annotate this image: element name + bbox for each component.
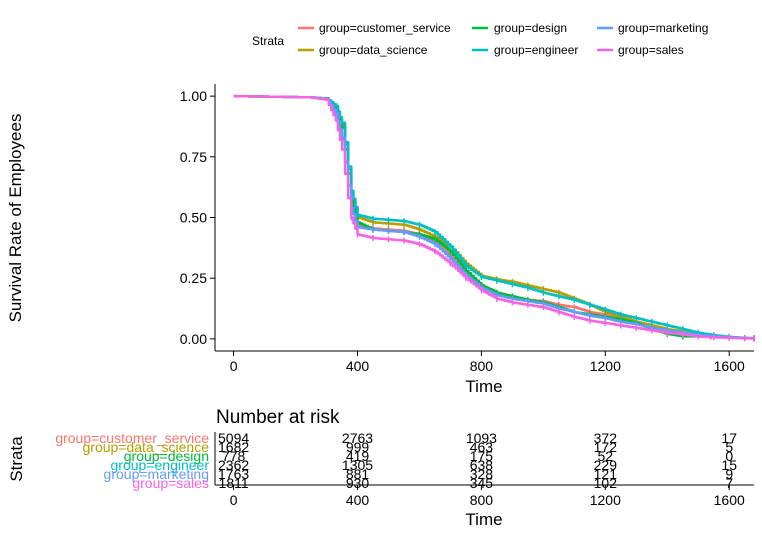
risk-table-title: Number at risk xyxy=(216,407,340,428)
y-tick-label: 0.50 xyxy=(180,210,207,226)
risk-cell: 463 xyxy=(470,439,494,455)
x-tick-label: 800 xyxy=(470,358,494,374)
risk-cell: 175 xyxy=(470,448,494,464)
risk-cell: 345 xyxy=(470,475,494,491)
x-tick-label: 1600 xyxy=(714,358,745,374)
survival-curve-sales xyxy=(233,94,754,340)
risk-cell: 2763 xyxy=(342,430,373,446)
risk-cell: 2362 xyxy=(218,457,249,473)
legend-label-sales: group=sales xyxy=(618,43,684,57)
risk-cell: 372 xyxy=(594,430,618,446)
survival-plot: Survival Rate of Employees 0.000.250.500… xyxy=(6,84,756,396)
x-ticks: 0 400 800 1200 1600 xyxy=(230,351,745,374)
survival-curve-marketing xyxy=(233,94,756,340)
risk-cell: 1811 xyxy=(219,475,249,491)
legend-title: Strata xyxy=(252,34,284,48)
survival-curves xyxy=(233,94,756,342)
legend-label-design: group=design xyxy=(494,21,567,35)
risk-cell: 5094 xyxy=(218,430,249,446)
risk-x-tick-label: 0 xyxy=(230,492,238,508)
risk-x-tick-label: 1200 xyxy=(590,492,621,508)
risk-cell: 638 xyxy=(470,457,494,473)
x-tick-label: 400 xyxy=(346,358,370,374)
risk-row-label: group=design xyxy=(124,448,209,464)
risk-cell: 229 xyxy=(594,457,618,473)
x-tick-label: 1200 xyxy=(590,358,621,374)
risk-row-label: group=marketing xyxy=(104,466,209,482)
risk-cell: 930 xyxy=(346,475,370,491)
risk-row-label: group=sales xyxy=(132,475,209,491)
risk-table-rows: group=customer_service 5094 2763 1093 372 17 g… xyxy=(55,430,737,491)
x-axis-title: Time xyxy=(465,377,502,396)
survival-curve-engineer xyxy=(233,94,754,340)
legend-label-data-science: group=data_science xyxy=(319,43,428,57)
x-tick-label: 0 xyxy=(230,358,238,374)
risk-table-y-title: Strata xyxy=(7,436,26,482)
risk-cell: 172 xyxy=(594,439,618,455)
risk-cell: 1305 xyxy=(342,457,373,473)
risk-cell: 999 xyxy=(346,439,370,455)
y-tick-label: 0.00 xyxy=(180,331,207,347)
risk-table: Number at risk Strata group=customer_ser… xyxy=(7,407,754,529)
risk-cell: 1093 xyxy=(466,430,497,446)
risk-x-tick-label: 1600 xyxy=(714,492,745,508)
risk-cell: 121 xyxy=(594,466,618,482)
risk-cell: 15 xyxy=(721,457,737,473)
risk-cell: 881 xyxy=(346,466,370,482)
risk-cell: 419 xyxy=(346,448,370,464)
legend-label-marketing: group=marketing xyxy=(618,21,708,35)
risk-x-tick-label: 400 xyxy=(346,492,370,508)
risk-cell: 9 xyxy=(725,466,733,482)
survival-curve-design xyxy=(233,94,711,338)
survival-curve-customer-service xyxy=(233,94,756,340)
risk-row-label: group=data_science xyxy=(83,439,210,455)
risk-x-tick-label: 800 xyxy=(470,492,494,508)
risk-cell: 1682 xyxy=(218,439,249,455)
risk-row-label: group=customer_service xyxy=(55,430,209,446)
risk-cell: 102 xyxy=(594,475,618,491)
risk-cell: 778 xyxy=(222,448,246,464)
legend: Strata group=customer_service group=desi… xyxy=(252,21,708,57)
risk-table-x-ticks: 0 400 800 1200 1600 xyxy=(230,485,745,508)
risk-cell: 0 xyxy=(725,448,733,464)
y-axis-title: Survival Rate of Employees xyxy=(6,114,25,323)
risk-table-x-axis-title: Time xyxy=(465,510,502,529)
risk-cell: 1763 xyxy=(218,466,249,482)
risk-cell: 52 xyxy=(598,448,614,464)
risk-row-label: group=engineer xyxy=(111,457,210,473)
legend-label-engineer: group=engineer xyxy=(494,43,578,57)
y-tick-label: 1.00 xyxy=(180,88,207,104)
risk-cell: 17 xyxy=(721,430,737,446)
legend-label-customer-service: group=customer_service xyxy=(319,21,451,35)
y-ticks: 0.00 0.25 0.50 0.75 1.00 xyxy=(180,88,215,347)
survival-curve-data-science xyxy=(233,94,756,340)
risk-cell: 5 xyxy=(725,439,733,455)
y-tick-label: 0.75 xyxy=(180,149,207,165)
risk-cell: 7 xyxy=(725,475,733,491)
y-tick-label: 0.25 xyxy=(180,270,207,286)
risk-cell: 328 xyxy=(470,466,494,482)
